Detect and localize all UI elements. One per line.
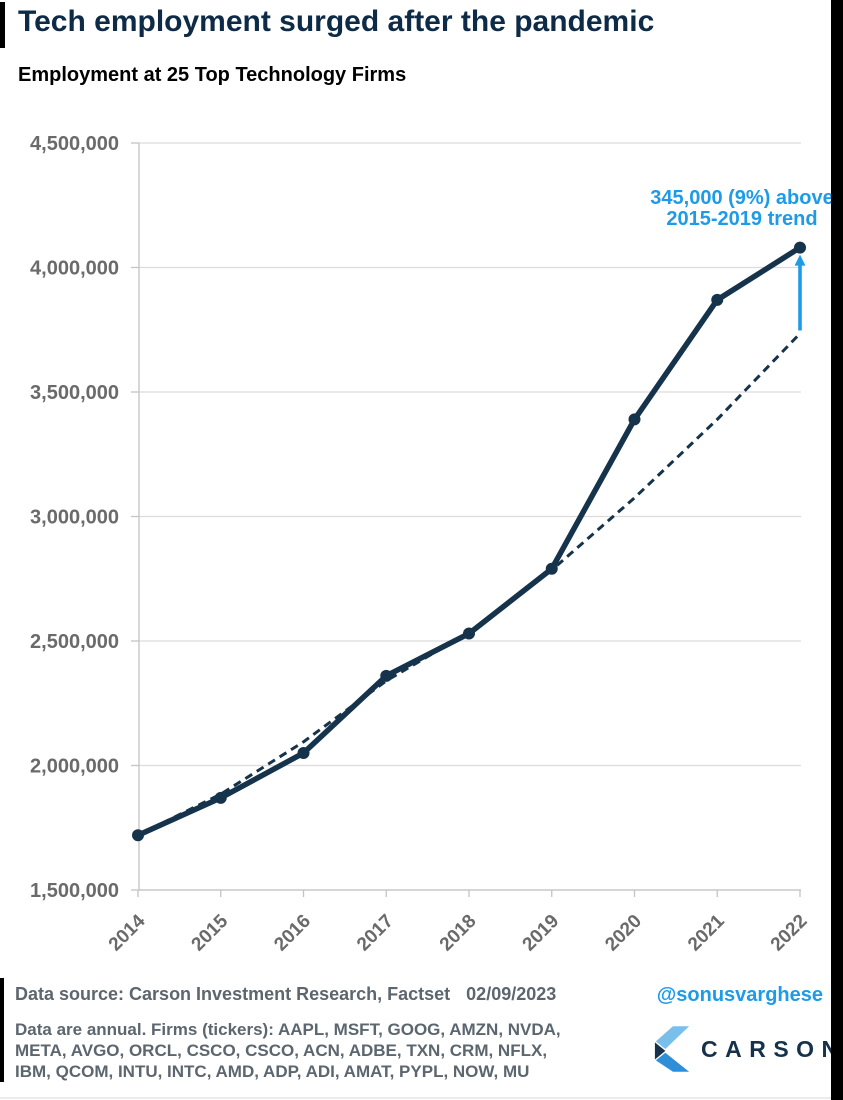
publish-date: 02/09/2023 xyxy=(466,984,557,1004)
annotation-line-2: 2015-2019 trend xyxy=(666,208,818,230)
y-tick-label: 1,500,000 xyxy=(30,880,119,902)
chart-subtitle: Employment at 25 Top Technology Firms xyxy=(18,64,407,86)
tickers-note: Data are annual. Firms (tickers): AAPL, … xyxy=(15,1019,635,1082)
data-source-row: Data source: Carson Investment Research,… xyxy=(15,984,635,1005)
y-tick-label: 4,000,000 xyxy=(30,258,119,280)
data-point-marker xyxy=(711,293,724,306)
y-tick-label: 2,500,000 xyxy=(30,631,119,653)
x-tick-label: 2022 xyxy=(767,911,812,956)
carson-logo-text: CARSON xyxy=(701,1035,843,1062)
x-tick-label: 2015 xyxy=(188,910,233,955)
data-point-marker xyxy=(794,241,806,254)
right-edge-black-bar xyxy=(831,0,843,1100)
tickers-note-line-2: META, AVGO, ORCL, CSCO, CSCO, ACN, ADBE,… xyxy=(15,1041,548,1060)
data-point-marker xyxy=(297,747,310,760)
trend-gap-annotation: 345,000 (9%) above 2015-2019 trend xyxy=(592,188,843,230)
y-tick-label: 3,500,000 xyxy=(30,382,119,404)
page-title: Tech employment surged after the pandemi… xyxy=(18,5,655,38)
carson-logo: CARSON xyxy=(653,1026,843,1072)
x-tick-label: 2016 xyxy=(270,911,315,956)
data-point-marker xyxy=(132,829,144,842)
footer-block: Data source: Carson Investment Research,… xyxy=(0,978,635,1082)
data-point-marker xyxy=(628,413,641,426)
data-point-marker xyxy=(463,627,475,640)
trend-line xyxy=(137,332,802,837)
x-tick-label: 2018 xyxy=(436,911,481,956)
annotation-line-1: 345,000 (9%) above xyxy=(650,187,834,209)
data-point-marker xyxy=(214,791,227,804)
data-point-marker xyxy=(545,562,558,575)
employment-line xyxy=(135,244,803,838)
x-tick-label: 2020 xyxy=(601,911,646,956)
data-source-text: Data source: Carson Investment Research,… xyxy=(15,984,451,1004)
title-block: Tech employment surged after the pandemi… xyxy=(0,2,654,48)
employment-line-chart: 1,500,000 2,000,000 2,500,000 3,000,000 3,50… xyxy=(30,133,812,956)
x-tick-label: 2014 xyxy=(105,910,150,955)
tickers-note-line-1: Data are annual. Firms (tickers): AAPL, … xyxy=(15,1020,561,1039)
data-point-marker xyxy=(380,669,393,682)
y-tick-label: 3,000,000 xyxy=(30,507,119,529)
difference-arrow-head xyxy=(794,254,806,266)
tickers-note-line-3: IBM, QCOM, INTU, INTC, AMD, ADP, ADI, AM… xyxy=(15,1062,530,1081)
x-tick-label: 2017 xyxy=(353,911,398,956)
x-tick-label: 2021 xyxy=(684,910,729,955)
y-tick-label: 4,500,000 xyxy=(30,133,119,155)
y-tick-label: 2,000,000 xyxy=(30,756,119,778)
carson-chevron-icon xyxy=(654,1026,690,1072)
x-tick-label: 2019 xyxy=(519,911,564,956)
bottom-hairline xyxy=(0,1097,831,1099)
twitter-handle: @sonusvarghese xyxy=(656,984,823,1006)
